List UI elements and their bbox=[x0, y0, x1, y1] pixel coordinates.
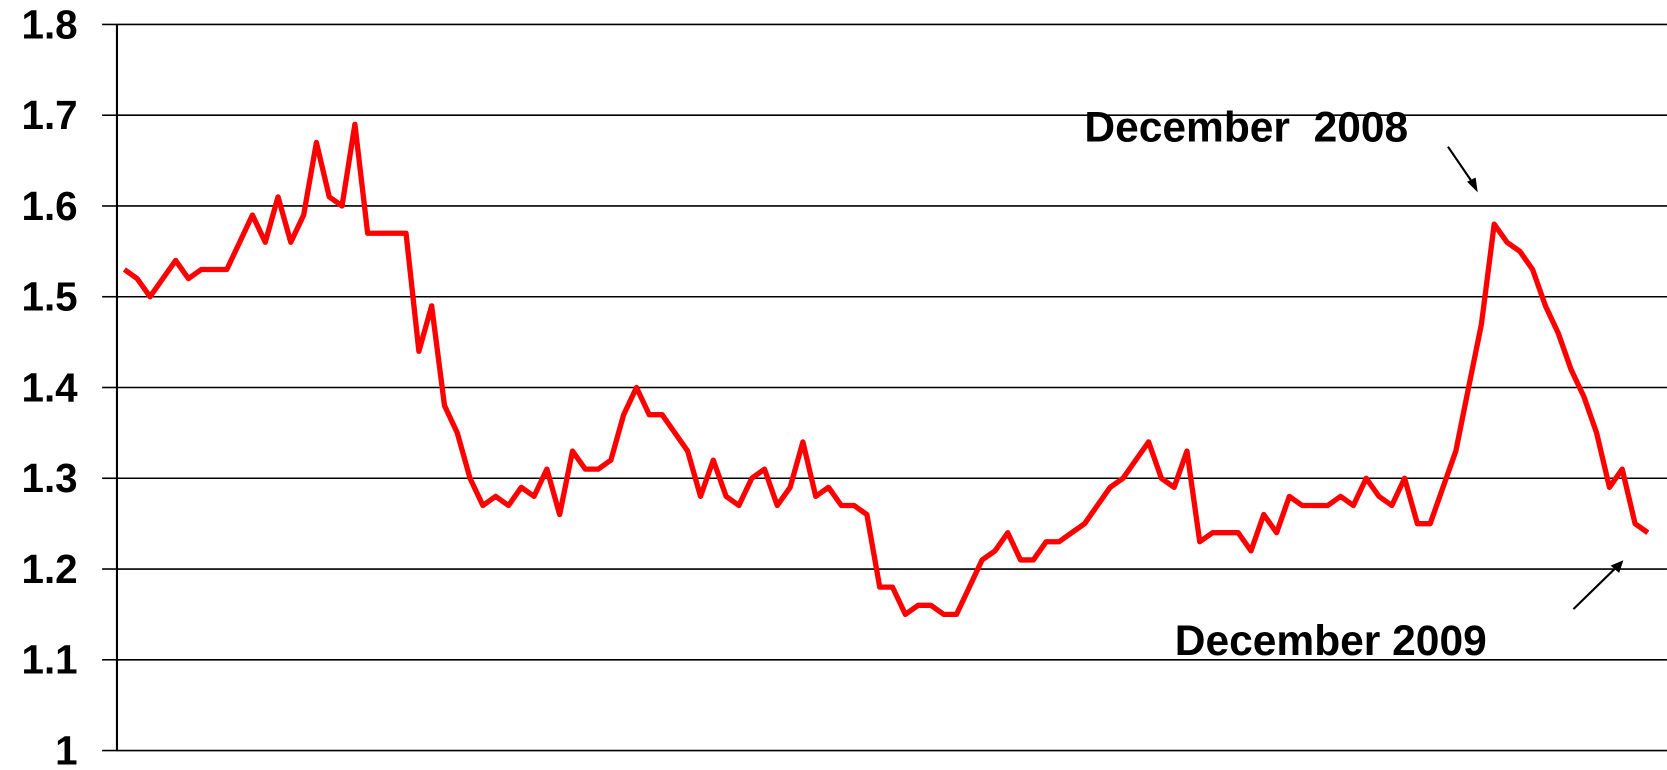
y-tick-label: 1 bbox=[55, 727, 77, 770]
annotation: December 2009 bbox=[1175, 618, 1487, 665]
y-tick-label: 1.8 bbox=[21, 1, 77, 47]
annotation: December 2008 bbox=[1084, 104, 1408, 151]
annotation-arrow bbox=[1572, 564, 1619, 610]
y-tick-label: 1.6 bbox=[21, 183, 77, 229]
y-tick-label: 1.2 bbox=[21, 546, 77, 592]
data-line bbox=[122, 121, 1650, 618]
y-tick-label: 1.4 bbox=[21, 364, 78, 410]
arrow-head bbox=[1467, 177, 1478, 193]
y-tick-label: 1.5 bbox=[21, 274, 77, 320]
y-tick-label: 1.7 bbox=[21, 92, 77, 138]
y-tick-label: 1.3 bbox=[21, 455, 77, 501]
y-tick-label: 1.1 bbox=[21, 637, 77, 683]
